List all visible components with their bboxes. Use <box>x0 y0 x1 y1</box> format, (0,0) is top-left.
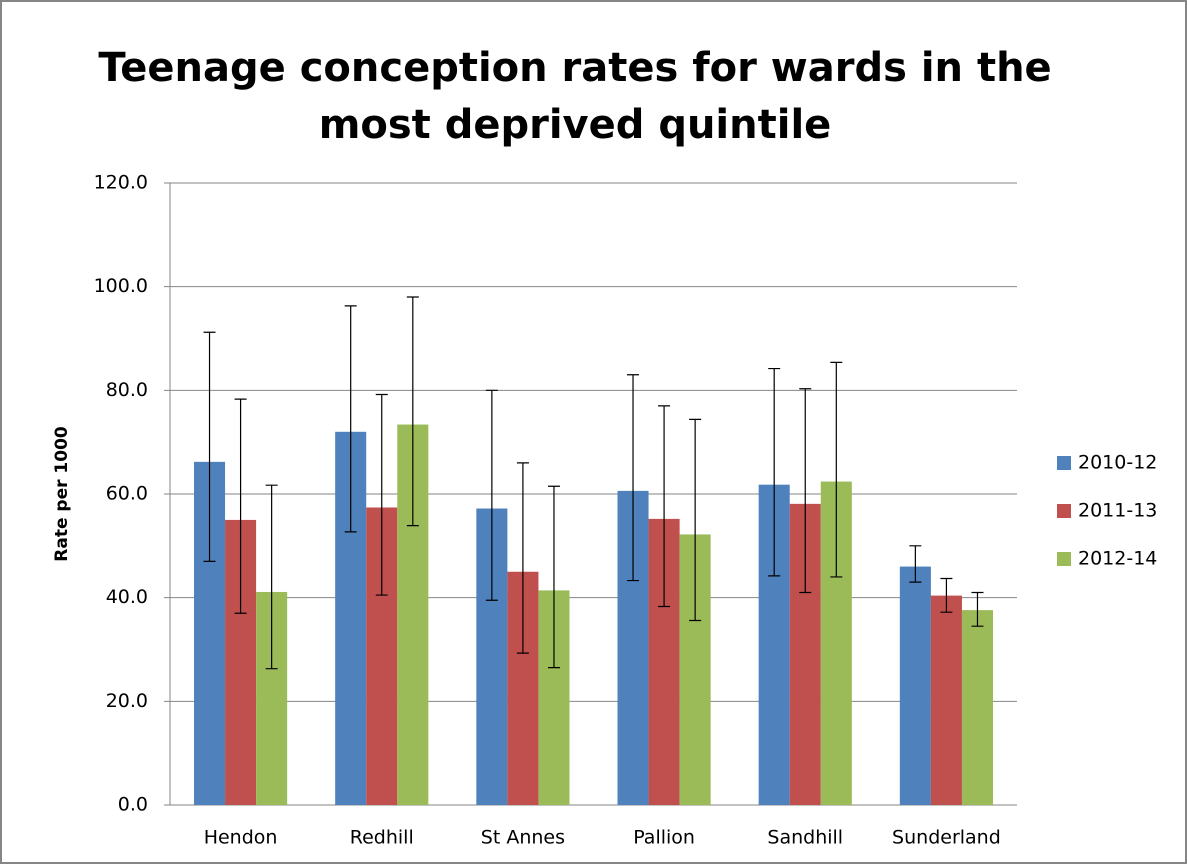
error-bar <box>689 418 702 622</box>
y-axis-label: Rate per 1000 <box>52 426 72 562</box>
y-tick-label: 80.0 <box>106 379 148 401</box>
x-tick-label: Pallion <box>633 827 695 849</box>
y-tick-label: 60.0 <box>106 483 148 505</box>
error-bar <box>203 331 216 562</box>
y-tick-label: 20.0 <box>106 690 148 712</box>
legend-swatch <box>1057 504 1071 518</box>
error-bar <box>768 367 781 577</box>
bar <box>899 566 931 805</box>
chart-title: Teenage conception rates for wards in th… <box>98 45 1051 91</box>
x-tick-label: Sandhill <box>767 827 843 849</box>
bar <box>961 610 994 805</box>
error-bar <box>830 361 843 578</box>
y-tick-label: 0.0 <box>118 794 148 816</box>
legend-swatch <box>1057 456 1071 470</box>
error-bar <box>658 405 671 608</box>
error-bar <box>909 545 922 583</box>
error-bar <box>265 484 278 670</box>
error-bar <box>485 389 498 601</box>
error-bar <box>940 577 953 613</box>
y-tick-label: 40.0 <box>106 586 148 608</box>
error-bar <box>406 296 419 527</box>
legend-swatch <box>1057 552 1071 566</box>
y-tick-label: 120.0 <box>94 172 148 194</box>
x-tick-label: St Annes <box>481 827 565 849</box>
chart-title: most deprived quintile <box>319 102 832 148</box>
error-bar <box>627 374 640 582</box>
legend-label: 2011-13 <box>1078 500 1157 522</box>
bar <box>930 595 962 805</box>
legend-label: 2012-14 <box>1078 548 1157 570</box>
error-bar <box>344 305 357 533</box>
error-bar <box>234 398 247 614</box>
error-bar <box>375 393 388 596</box>
y-tick-label: 100.0 <box>94 275 148 297</box>
error-bar <box>799 388 812 594</box>
error-bar <box>547 485 560 669</box>
legend-label: 2010-12 <box>1078 452 1157 474</box>
x-tick-label: Redhill <box>350 827 414 849</box>
x-tick-label: Sunderland <box>892 827 1001 849</box>
error-bar <box>971 591 984 627</box>
error-bar <box>516 462 529 654</box>
x-tick-label: Hendon <box>204 827 278 849</box>
